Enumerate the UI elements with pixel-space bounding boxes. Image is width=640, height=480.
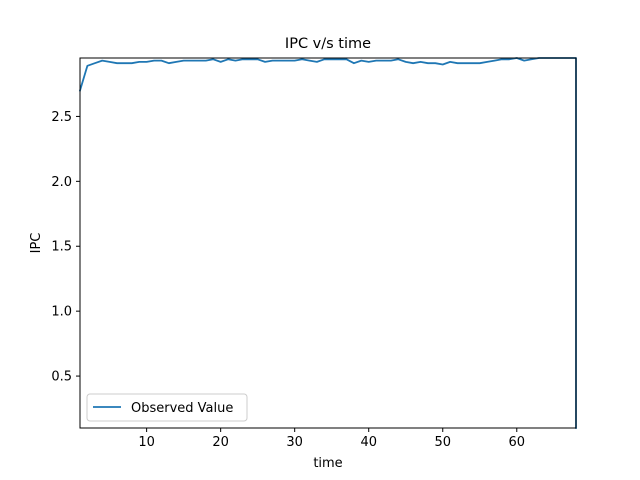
legend-box [86, 393, 248, 422]
series-line-observed-value [78, 57, 577, 429]
y-axis-label: IPC [29, 233, 44, 254]
x-tick-label: 50 [434, 435, 451, 450]
legend: Observed Value [86, 393, 248, 422]
x-tick-label: 10 [138, 435, 155, 450]
legend-label-observed-value: Observed Value [131, 401, 233, 416]
x-tick-label: 60 [509, 435, 526, 450]
y-tick-label: 2.0 [51, 175, 72, 190]
x-tick-label: 40 [360, 435, 377, 450]
x-axis: 10 20 30 40 50 60 [138, 428, 525, 450]
series-layer [78, 57, 577, 429]
x-tick-label: 30 [286, 435, 303, 450]
y-tick-label: 2.5 [51, 110, 72, 125]
x-tick-label: 20 [212, 435, 229, 450]
chart-title: IPC v/s time [285, 36, 371, 52]
y-axis: 0.5 1.0 1.5 2.0 2.5 [51, 110, 80, 385]
y-tick-label: 0.5 [51, 370, 72, 385]
y-tick-label: 1.0 [51, 305, 72, 320]
plot-frame [79, 57, 577, 429]
x-axis-label: time [313, 456, 342, 471]
y-tick-label: 1.5 [51, 240, 72, 255]
